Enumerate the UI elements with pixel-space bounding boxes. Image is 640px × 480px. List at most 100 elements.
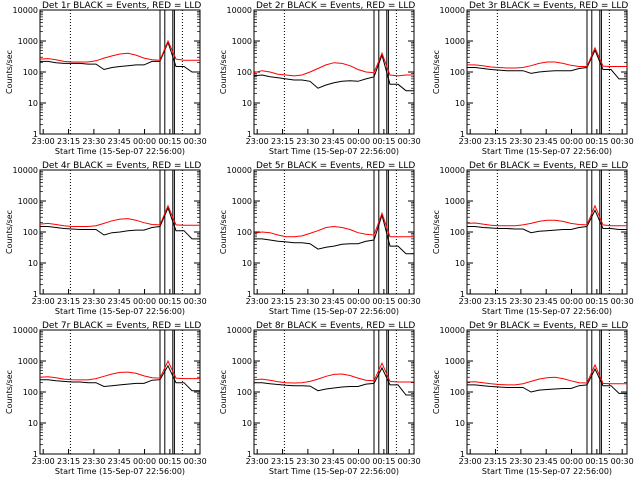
- detector-panel: Det 6r BLACK = Events, RED = LLD 1 10 100 10…: [432, 161, 634, 316]
- y-tick-label: 1000: [445, 357, 465, 366]
- y-tick-label: 100: [237, 228, 252, 237]
- y-tick-label: 10: [242, 99, 252, 108]
- detector-panel: Det 5r BLACK = Events, RED = LLD 1 10 100 10…: [219, 161, 421, 316]
- x-tick-label: 23:45: [322, 457, 345, 466]
- y-axis-label: Counts/sec: [432, 50, 441, 94]
- x-tick-label: 00:30: [398, 137, 421, 146]
- y-tick-label: 10: [28, 99, 38, 108]
- y-tick-label: 10: [242, 419, 252, 428]
- x-axis-label: Start Time (15-Sep-07 22:56:00): [55, 307, 185, 316]
- x-axis-label: Start Time (15-Sep-07 22:56:00): [482, 467, 612, 476]
- detector-panel: Det 7r BLACK = Events, RED = LLD 1 10 100 10…: [5, 321, 207, 476]
- x-tick-label: 23:30: [82, 457, 105, 466]
- y-tick-label: 100: [450, 388, 465, 397]
- series-line: [467, 367, 627, 394]
- series-line: [39, 359, 200, 381]
- x-tick-label: 23:00: [459, 297, 482, 306]
- y-tick-label: 100: [23, 228, 38, 237]
- x-tick-label: 00:15: [372, 457, 395, 466]
- series-line: [253, 211, 414, 238]
- y-tick-label: 1: [460, 290, 465, 299]
- y-tick-label: 1: [247, 290, 252, 299]
- detector-panel: Det 9r BLACK = Events, RED = LLD 1 10 100 10…: [432, 321, 634, 476]
- x-tick-label: 23:30: [509, 457, 532, 466]
- y-tick-label: 100: [23, 388, 38, 397]
- panel-title: Det 6r BLACK = Events, RED = LLD: [469, 161, 628, 171]
- x-tick-label: 23:00: [459, 457, 482, 466]
- x-tick-label: 00:15: [585, 457, 608, 466]
- x-tick-label: 23:15: [271, 137, 294, 146]
- x-tick-label: 00:15: [158, 137, 181, 146]
- plot-frame: [253, 329, 415, 455]
- x-axis-label: Start Time (15-Sep-07 22:56:00): [55, 147, 185, 156]
- x-tick-label: 23:15: [57, 457, 80, 466]
- plot-frame: [39, 9, 201, 135]
- y-tick-label: 10: [455, 419, 465, 428]
- x-tick-label: 23:15: [484, 457, 507, 466]
- series-line: [467, 209, 627, 234]
- y-tick-label: 1000: [445, 197, 465, 206]
- plot-frame: [253, 169, 415, 295]
- y-tick-label: 10000: [440, 6, 465, 15]
- panel-title: Det 2r BLACK = Events, RED = LLD: [256, 1, 415, 11]
- y-tick-label: 10000: [440, 326, 465, 335]
- x-tick-label: 00:15: [158, 457, 181, 466]
- x-tick-label: 23:15: [271, 297, 294, 306]
- series-line: [254, 366, 414, 396]
- y-tick-label: 100: [237, 388, 252, 397]
- y-axis-label: Counts/sec: [219, 210, 228, 254]
- detector-panel: Det 3r BLACK = Events, RED = LLD 1 10 100 10…: [432, 1, 634, 156]
- y-tick-label: 100: [237, 68, 252, 77]
- x-tick-label: 23:15: [57, 137, 80, 146]
- y-tick-label: 1: [33, 450, 38, 459]
- series-line: [467, 46, 627, 69]
- x-tick-label: 00:00: [560, 137, 583, 146]
- series-line: [39, 204, 200, 227]
- series-line: [467, 49, 627, 80]
- x-tick-label: 23:00: [32, 457, 55, 466]
- series-line: [39, 39, 200, 63]
- x-tick-label: 23:00: [459, 137, 482, 146]
- x-tick-label: 00:00: [133, 457, 156, 466]
- y-tick-label: 100: [450, 68, 465, 77]
- plot-frame: [253, 9, 415, 135]
- y-tick-label: 1000: [232, 357, 252, 366]
- x-tick-label: 23:30: [82, 297, 105, 306]
- y-tick-label: 10000: [227, 166, 252, 175]
- x-tick-label: 00:15: [372, 137, 395, 146]
- series-line: [466, 204, 627, 227]
- y-tick-label: 1: [247, 450, 252, 459]
- x-tick-label: 00:15: [372, 297, 395, 306]
- x-axis-label: Start Time (15-Sep-07 22:56:00): [269, 467, 399, 476]
- x-axis-label: Start Time (15-Sep-07 22:56:00): [269, 147, 399, 156]
- x-tick-label: 23:15: [57, 297, 80, 306]
- x-tick-label: 23:15: [484, 137, 507, 146]
- x-tick-label: 23:45: [535, 297, 558, 306]
- y-axis-label: Counts/sec: [5, 50, 14, 94]
- y-tick-label: 1000: [445, 37, 465, 46]
- y-tick-label: 100: [450, 228, 465, 237]
- x-tick-label: 00:15: [585, 137, 608, 146]
- x-tick-label: 23:15: [271, 457, 294, 466]
- x-tick-label: 23:45: [108, 137, 131, 146]
- x-tick-label: 00:15: [585, 297, 608, 306]
- x-axis-label: Start Time (15-Sep-07 22:56:00): [269, 307, 399, 316]
- x-axis-label: Start Time (15-Sep-07 22:56:00): [482, 147, 612, 156]
- x-tick-label: 23:00: [246, 457, 269, 466]
- x-tick-label: 00:30: [398, 297, 421, 306]
- y-axis-label: Counts/sec: [432, 210, 441, 254]
- x-tick-label: 00:00: [560, 457, 583, 466]
- x-tick-label: 00:30: [184, 297, 207, 306]
- panel-title: Det 1r BLACK = Events, RED = LLD: [42, 1, 201, 11]
- y-tick-label: 100: [23, 68, 38, 77]
- y-axis-label: Counts/sec: [219, 370, 228, 414]
- series-line: [40, 40, 200, 73]
- y-tick-label: 1000: [18, 357, 38, 366]
- x-tick-label: 23:45: [322, 137, 345, 146]
- plot-frame: [466, 169, 628, 295]
- series-line: [40, 206, 200, 240]
- panel-title: Det 8r BLACK = Events, RED = LLD: [256, 321, 415, 331]
- y-tick-label: 10: [28, 259, 38, 268]
- y-tick-label: 10000: [13, 6, 38, 15]
